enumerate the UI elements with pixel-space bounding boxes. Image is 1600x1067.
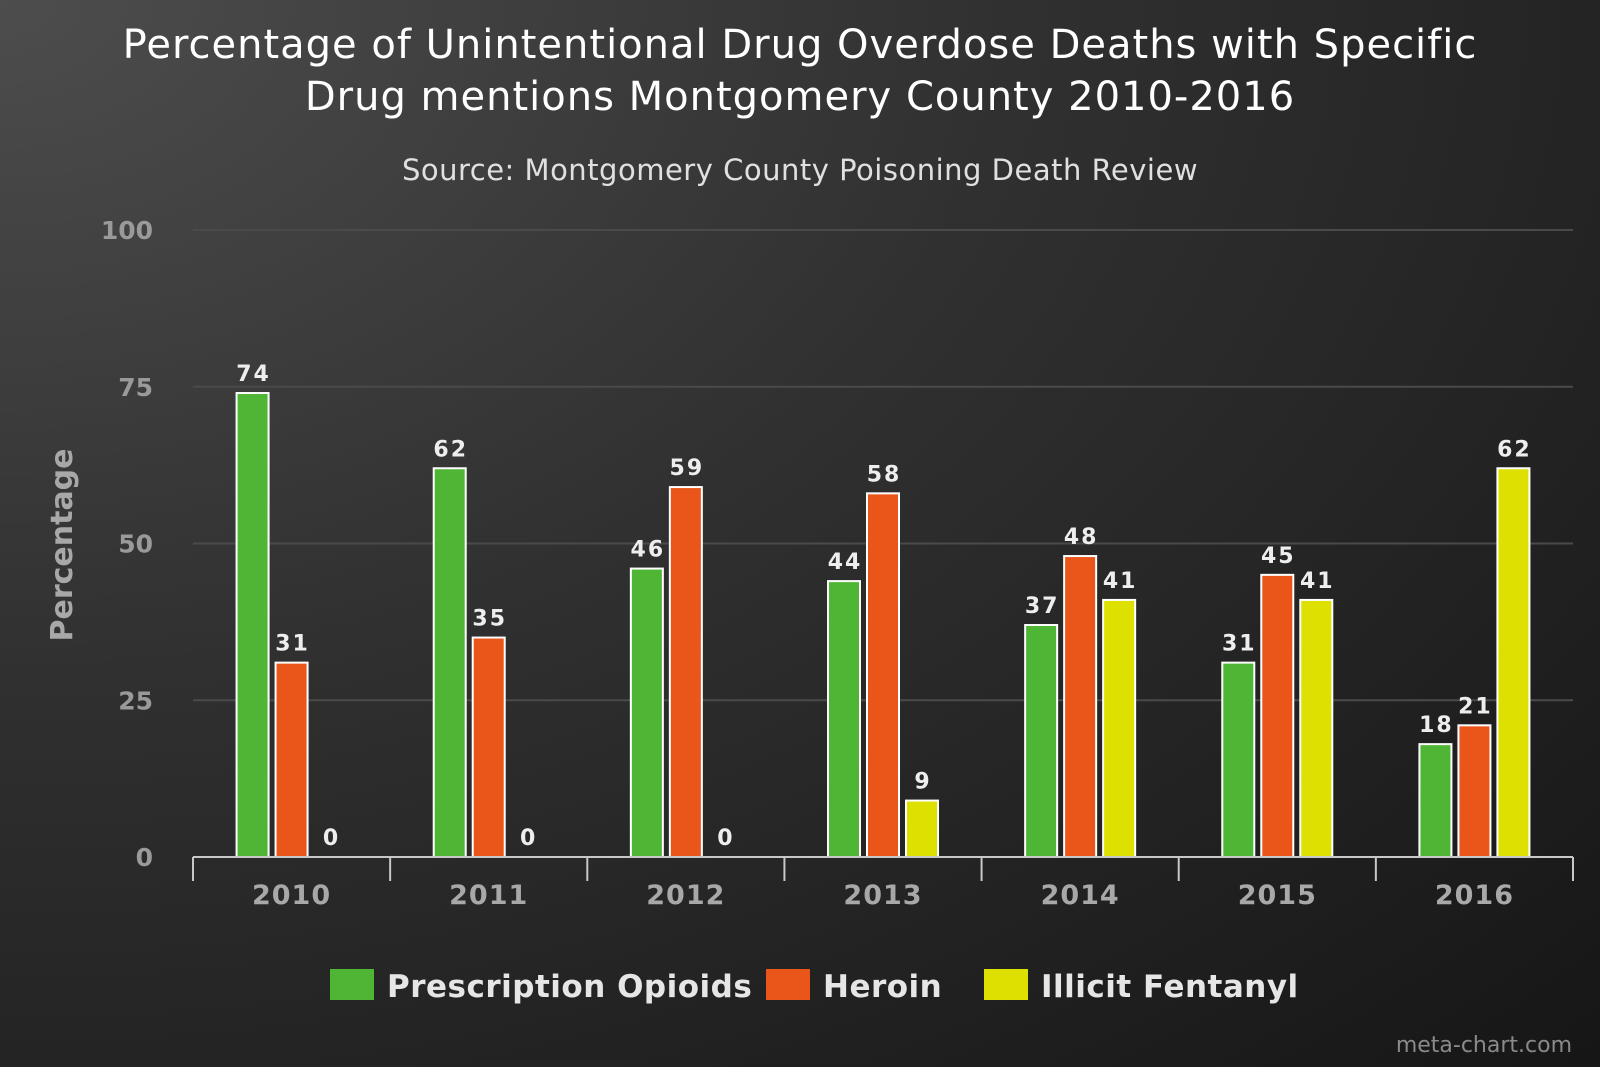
bar-prescription-opioids-2016[interactable] [1418, 743, 1453, 859]
data-label: 44 [828, 550, 863, 575]
data-label: 9 [914, 770, 931, 795]
chart-title-line-1: Percentage of Unintentional Drug Overdos… [123, 22, 1478, 68]
data-label: 48 [1064, 525, 1099, 550]
x-tick-label: 2015 [1238, 880, 1317, 911]
y-tick-label: 25 [118, 686, 153, 715]
data-label: 41 [1103, 569, 1138, 594]
legend-label-illicit-fentanyl: Illicit Fentanyl [1041, 969, 1299, 1005]
data-label: 31 [275, 632, 310, 657]
x-tick-label: 2014 [1041, 880, 1120, 911]
bar-prescription-opioids-2012[interactable] [629, 567, 664, 859]
legend-item-prescription-opioids[interactable]: Prescription Opioids [330, 969, 752, 1005]
bar-prescription-opioids-2015[interactable] [1221, 661, 1256, 858]
bar-illicit-fentanyl-2015[interactable] [1299, 598, 1334, 858]
bar-heroin-2010[interactable] [274, 661, 309, 858]
x-axis [192, 856, 1574, 881]
chart-title-line-2: Drug mentions Montgomery County 2010-201… [305, 74, 1295, 120]
data-label: 21 [1458, 694, 1493, 719]
legend-label-prescription-opioids: Prescription Opioids [387, 969, 752, 1005]
data-label: 46 [631, 538, 666, 563]
data-label: 62 [433, 437, 468, 462]
bar-heroin-2013[interactable] [866, 492, 900, 858]
x-tick-label: 2011 [449, 880, 528, 911]
data-label: 0 [717, 826, 734, 851]
y-tick-label: 0 [136, 843, 153, 872]
bar-heroin-2011[interactable] [471, 636, 506, 858]
data-label: 41 [1300, 569, 1335, 594]
x-tick-label: 2012 [646, 880, 725, 911]
bar-illicit-fentanyl-2016[interactable] [1496, 467, 1531, 858]
legend-swatch-prescription-opioids [330, 969, 374, 1000]
data-label: 18 [1419, 713, 1454, 738]
y-axis-label: Percentage [45, 448, 80, 641]
data-label: 0 [520, 826, 537, 851]
bar-prescription-opioids-2010[interactable] [235, 392, 270, 858]
x-tick-label: 2013 [843, 880, 922, 911]
y-tick-label: 75 [118, 373, 153, 402]
legend-item-illicit-fentanyl[interactable]: Illicit Fentanyl [984, 969, 1299, 1005]
legend-swatch-heroin [766, 969, 810, 1000]
data-label: 62 [1497, 437, 1532, 462]
data-label: 58 [867, 462, 902, 487]
legend-label-heroin: Heroin [823, 969, 942, 1005]
legend[interactable]: Prescription Opioids Heroin Illicit Fentan… [330, 969, 1299, 1005]
credit-text[interactable]: meta-chart.com [1396, 1033, 1572, 1058]
data-label: 31 [1222, 632, 1257, 657]
x-tick-label: 2016 [1435, 880, 1514, 911]
bar-prescription-opioids-2014[interactable] [1024, 624, 1059, 859]
bar-heroin-2014[interactable] [1063, 555, 1098, 858]
bar-illicit-fentanyl-2014[interactable] [1102, 598, 1137, 858]
bar-prescription-opioids-2011[interactable] [432, 467, 467, 858]
x-tick-label: 2010 [252, 880, 331, 911]
y-axis-ticks: 0 25 50 75 100 [101, 216, 153, 872]
bar-heroin-2015[interactable] [1260, 573, 1295, 858]
bar-illicit-fentanyl-2013[interactable] [905, 799, 939, 859]
data-label: 45 [1261, 544, 1296, 569]
legend-swatch-illicit-fentanyl [984, 969, 1028, 1000]
y-tick-label: 50 [118, 530, 153, 559]
chart-subtitle: Source: Montgomery County Poisoning Deat… [402, 153, 1198, 187]
data-label: 0 [323, 826, 340, 851]
x-axis-ticks: 2010 2011 2012 2013 2014 2015 2016 [252, 880, 1514, 911]
data-label: 35 [472, 607, 507, 632]
data-label: 74 [236, 362, 271, 387]
data-label: 59 [670, 456, 705, 481]
data-label: 37 [1025, 594, 1060, 619]
bar-prescription-opioids-2013[interactable] [827, 580, 861, 858]
y-tick-label: 100 [101, 216, 153, 245]
bar-heroin-2016[interactable] [1457, 724, 1492, 859]
legend-item-heroin[interactable]: Heroin [766, 969, 942, 1005]
bar-heroin-2012[interactable] [668, 486, 703, 858]
